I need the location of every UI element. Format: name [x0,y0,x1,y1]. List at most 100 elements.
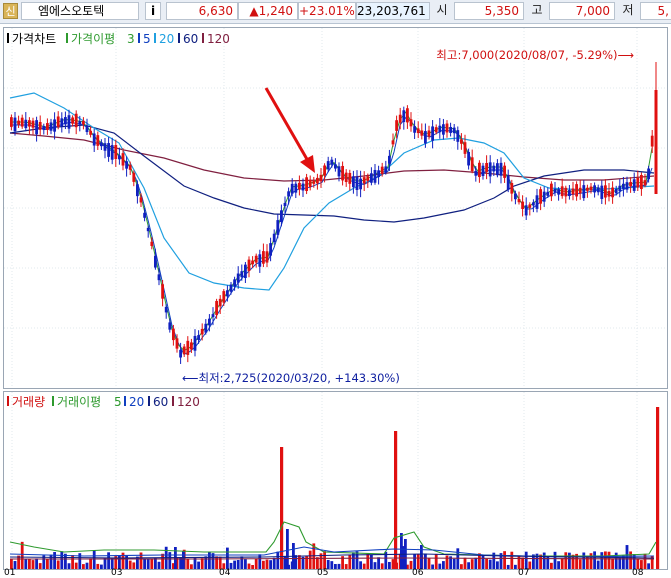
volume-bar [78,553,82,569]
candle-body [38,122,42,130]
candle-body [17,120,20,125]
volume-bar [474,557,478,569]
legend-price-ma[interactable]: 가격이평 [71,32,115,46]
volume-bar [517,555,521,569]
candle-body [654,90,658,194]
price-chart-panel[interactable]: 가격차트 가격이평 3 5 20 60 120 최고:7,000(2020/08… [3,27,668,389]
vol-ma-120-line [10,557,655,560]
legend-ma-5[interactable]: 5 [143,32,151,46]
volume-bar [463,557,467,569]
volume-bar [222,563,226,569]
volume-bar [24,559,28,569]
volume-bar [200,558,204,569]
volume-bar [560,558,564,569]
volume-bar [118,555,121,569]
candle-body [200,328,204,335]
volume-bar [89,558,92,569]
candle-body [139,197,143,203]
candle-body [564,187,568,197]
volume-bar [434,553,438,569]
candle-body [294,183,298,193]
stock-name-field[interactable]: 엠에스오토텍 [21,2,139,20]
candle-body [143,212,146,218]
legend-vol-ma-120[interactable]: 120 [177,395,200,409]
volume-bar [460,564,463,569]
legend-vol-ma-20[interactable]: 20 [129,395,144,409]
candle-body [240,271,244,278]
low-price: 5, [640,2,671,20]
volume-bar [31,560,35,569]
candle-body [211,314,215,318]
volume-bar [478,553,481,569]
candle-body [528,204,532,208]
volume-bar [575,553,578,569]
legend-price-chart[interactable]: 가격차트 [12,32,56,46]
candle-body [492,165,496,172]
candle-body [521,201,524,209]
volume-bar [272,557,276,569]
candle-body [420,130,424,136]
candle-body [190,342,193,350]
candle-body [366,176,370,181]
legend-volume-ma[interactable]: 거래이평 [57,395,101,409]
candle-body [35,120,38,135]
candle-body [438,125,442,133]
low-label: 저 [622,3,634,17]
candle-body [362,177,366,184]
candle-body [510,182,514,194]
legend-marker [7,33,9,43]
candle-body [618,185,622,192]
candle-body [49,122,53,131]
candle-body [161,284,164,299]
candle-body [28,120,31,127]
volume-bar [348,555,352,569]
candle-body [154,255,157,268]
volume-bar [438,563,442,569]
legend-ma-120[interactable]: 120 [207,32,230,46]
legend-vol-ma-60[interactable]: 60 [153,395,168,409]
candle-body [92,133,96,146]
volume-bar [128,560,132,569]
candle-body [373,169,377,183]
candle-body [384,166,388,173]
volume-bar [154,557,157,569]
volume-bar [301,556,305,569]
candle-body [352,176,355,188]
legend-ma-60[interactable]: 60 [183,32,198,46]
volume-bar [366,553,370,569]
candle-body [46,123,49,130]
info-button[interactable]: i [145,2,161,20]
candle-body [197,335,200,340]
candle-body [467,151,470,166]
candle-body [647,168,650,180]
legend-ma-3[interactable]: 3 [127,32,135,46]
x-tick-label: 04 [219,568,231,578]
volume-bar [236,559,240,569]
volume-bar [286,529,289,569]
volume-bar [344,564,348,569]
volume-bar [596,560,600,569]
candle-body [625,182,629,190]
volume-chart-panel[interactable]: 거래량 거래이평 5 20 60 120 [3,391,668,570]
volume-bar [175,557,179,569]
legend-volume[interactable]: 거래량 [12,395,45,409]
candle-body [524,205,528,216]
red-arrow-icon [264,87,315,173]
volume-bar [539,554,542,569]
candle-body [150,241,154,247]
volume-bar [337,563,341,569]
x-tick-label: 07 [518,568,530,578]
legend-vol-ma-5[interactable]: 5 [114,395,122,409]
candle-body [582,185,586,199]
candle-body [251,260,254,265]
candle-body [215,300,218,315]
candle-body [132,172,136,182]
volume-bar [53,552,56,569]
volume-bar [568,552,571,569]
volume-bar [92,550,96,569]
market-flag-badge: 신 [3,3,18,19]
legend-ma-20[interactable]: 20 [159,32,174,46]
volume-bar [406,564,409,569]
candle-body [553,188,557,193]
volume-bar [103,557,107,569]
